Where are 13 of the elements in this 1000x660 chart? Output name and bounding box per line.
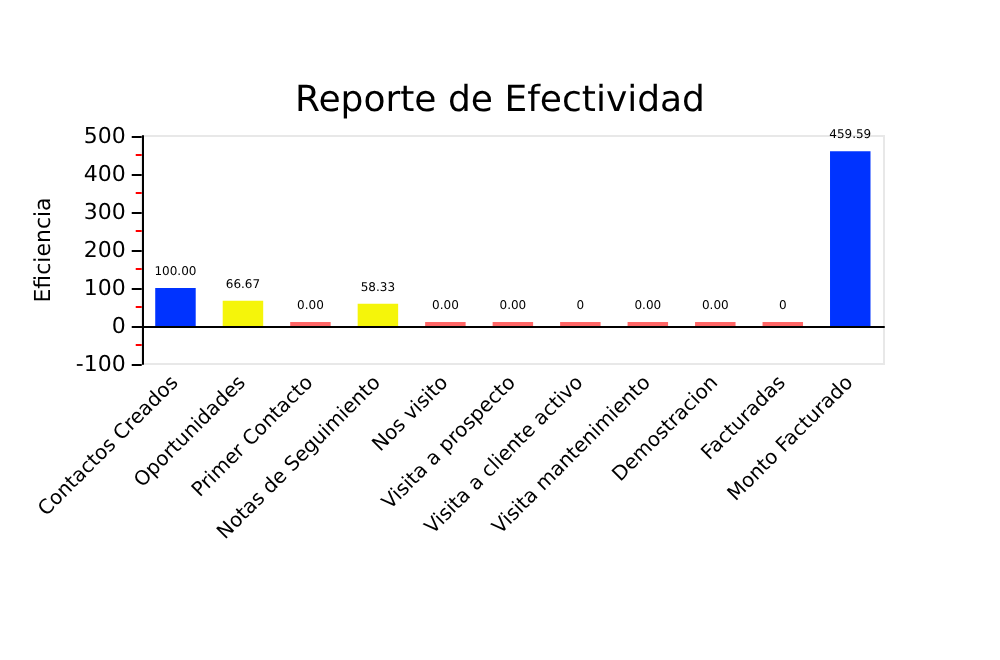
- bar: [155, 288, 196, 326]
- bar: [830, 151, 871, 326]
- bar: [222, 300, 264, 326]
- chart-title: Reporte de Efectividad: [295, 79, 705, 121]
- y-tick-label: 200: [83, 237, 126, 263]
- y-tick-label: 400: [83, 161, 126, 187]
- y-axis-title: Eficiencia: [30, 197, 56, 303]
- y-tick-label: 100: [83, 275, 126, 301]
- bar: [357, 303, 399, 326]
- y-tick-label: 0: [111, 313, 126, 339]
- y-tick-label: -100: [75, 351, 126, 377]
- y-tick-label: 500: [83, 123, 126, 149]
- y-tick-label: 300: [83, 199, 126, 225]
